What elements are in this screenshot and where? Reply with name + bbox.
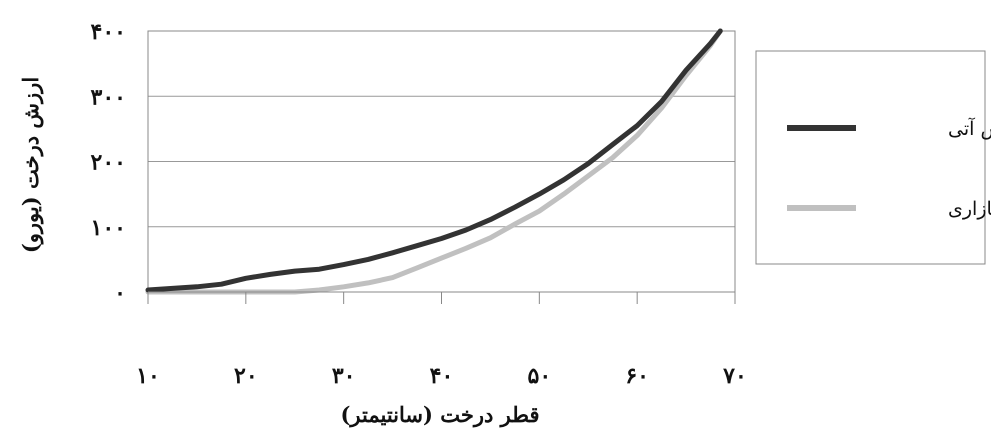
y-tick-label: ۴۰۰ <box>91 19 126 45</box>
series-line-future-value <box>145 28 723 293</box>
x-tick-label: ۲۰ <box>234 363 258 389</box>
y-tick-label: ۳۰۰ <box>91 84 126 110</box>
x-tick-label: ۳۰ <box>332 363 356 389</box>
y-axis-title: ارزش درخت (یورو) <box>18 77 44 253</box>
x-tick-label: ۱۰ <box>136 363 160 389</box>
x-axis-title: قطر درخت (سانتیمتر) <box>340 402 539 428</box>
legend: ارزش آتی ارزش بازاری <box>755 50 991 265</box>
y-axis: ۰ ۱۰۰ ۲۰۰ ۳۰۰ ۴۰۰ <box>91 19 126 306</box>
grid-lines <box>148 30 735 293</box>
legend-box <box>755 50 986 265</box>
x-tick-label: ۷۰ <box>722 363 747 389</box>
y-tick-label: ۲۰۰ <box>91 150 126 176</box>
x-tick-label: ۵۰ <box>528 363 552 389</box>
x-tick-label: ۶۰ <box>625 363 649 389</box>
y-tick-label: ۱۰۰ <box>91 215 126 241</box>
legend-label-market-value: ارزش بازاری <box>948 198 991 220</box>
x-axis: ۱۰ ۲۰ ۳۰ ۴۰ ۵۰ ۶۰ ۷۰ <box>136 291 747 389</box>
y-tick-label: ۰ <box>114 280 126 306</box>
x-tick-label: ۴۰ <box>430 363 454 389</box>
legend-label-future-value: ارزش آتی <box>948 117 991 140</box>
